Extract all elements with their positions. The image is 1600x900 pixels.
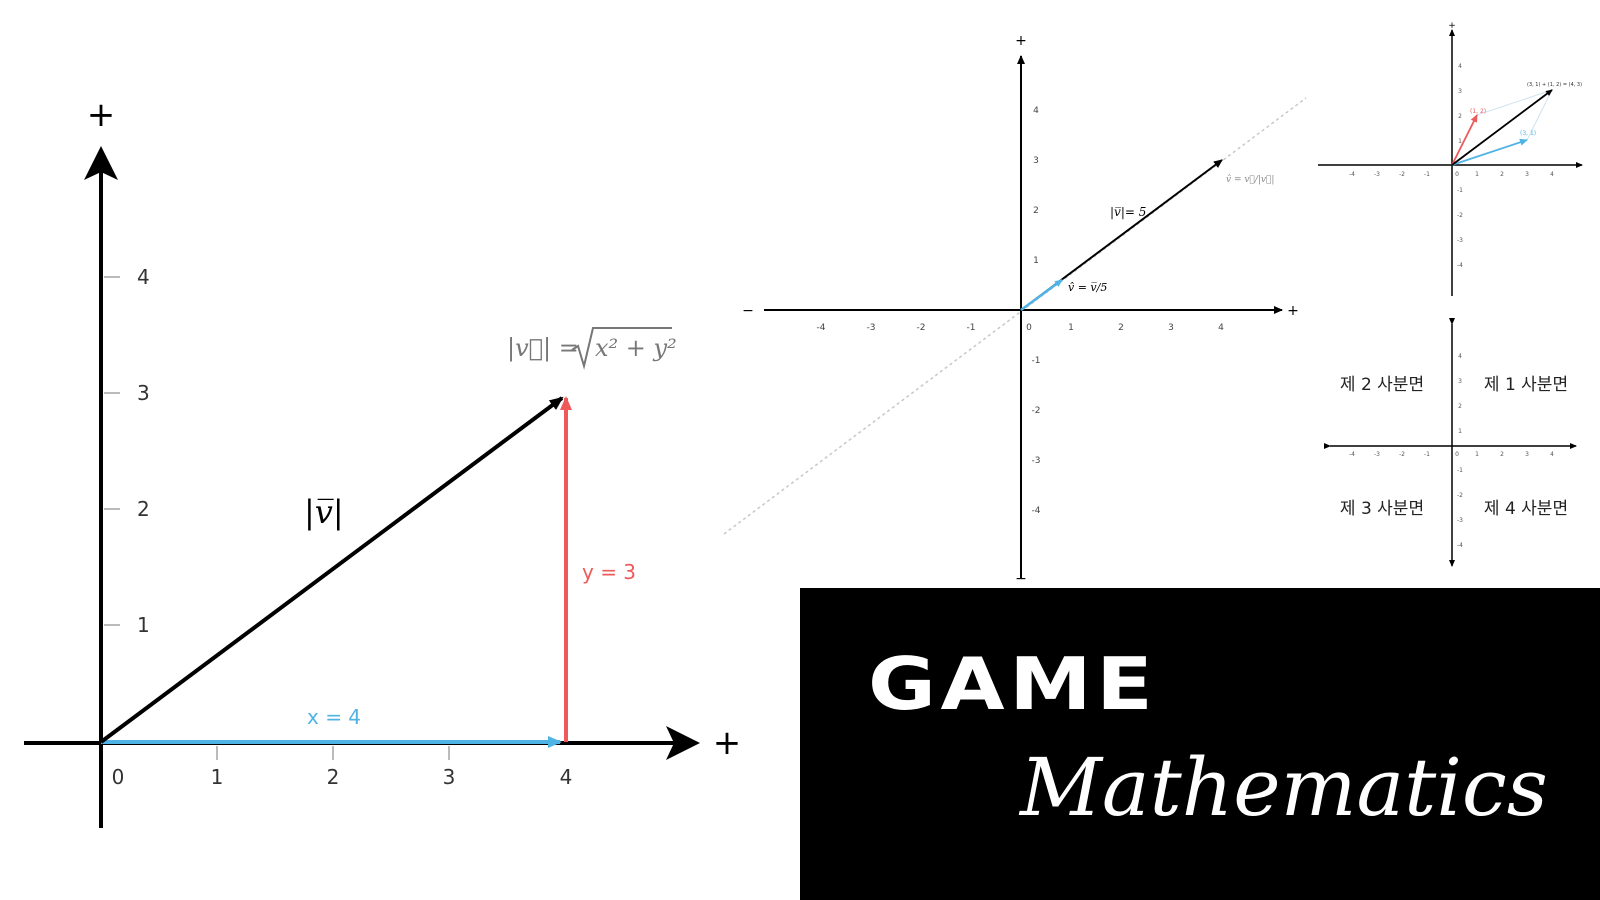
main-plus-x: + <box>713 723 742 763</box>
add-x-tick-label: -3 <box>1374 171 1380 178</box>
unit-x-tick-label: 3 <box>1168 323 1174 333</box>
add-y-tick-label: 3 <box>1458 88 1462 95</box>
magnitude-label: |v̅| <box>304 493 344 531</box>
quadrant-4-label: 제 4 사분면 <box>1484 499 1568 519</box>
quad-x-tick-label: -1 <box>1424 451 1430 458</box>
unit-y-tick-label: 3 <box>1033 156 1039 166</box>
formula-radical-sign <box>571 327 672 370</box>
sum-vector-label: (3, 1) + (1, 2) = (4, 3) <box>1527 82 1582 88</box>
quad-y-tick-label: 3 <box>1458 378 1462 385</box>
sum-vector <box>1451 89 1553 166</box>
quad-y-tick-label: -1 <box>1457 467 1463 474</box>
add-x-tick-label: -1 <box>1424 171 1430 178</box>
unit-x-tick-label: -4 <box>817 323 826 333</box>
add-y-tick-label: -2 <box>1457 212 1463 219</box>
unit-y-tick-label: 2 <box>1033 206 1039 216</box>
quad-x-tick-label: 4 <box>1550 451 1554 458</box>
unit-eq-label: v̂ = v̅/5 <box>1068 281 1107 294</box>
quad-y-tick-label: -3 <box>1457 517 1463 524</box>
unit-x-tick-label: -2 <box>917 323 926 333</box>
quad-x-tick-label: -3 <box>1374 451 1380 458</box>
add-x-tick-label: 2 <box>1500 171 1504 178</box>
main-y-tick-label: 2 <box>137 497 150 521</box>
title-mathematics: Mathematics <box>1020 741 1548 834</box>
main-x-tick-label: 3 <box>443 765 456 789</box>
normalize-eq-label: v̂ = v⃗/|v⃗| <box>1226 174 1274 185</box>
main-x-tick-label: 4 <box>560 765 573 789</box>
quad-x-tick-label: -2 <box>1399 451 1405 458</box>
quadrant-2-label: 제 2 사분면 <box>1340 375 1424 395</box>
quad-y-tick-label: 4 <box>1458 353 1462 360</box>
unit-x-tick-label: -3 <box>867 323 876 333</box>
add-y-tick-label: -4 <box>1457 262 1463 269</box>
blue-vector-label: (3, 1) <box>1520 130 1536 137</box>
quad-x-tick-label: 1 <box>1475 451 1479 458</box>
v-magnitude-label: |v̅|= 5 <box>1110 205 1146 219</box>
add-x-tick-label: -2 <box>1399 171 1405 178</box>
main-y-tick-label: 3 <box>137 381 150 405</box>
unit-y-tick-label: 4 <box>1033 106 1039 116</box>
unit-y-tick-label: -1 <box>1032 356 1041 366</box>
formula-lhs: |v⃗| = <box>507 334 579 363</box>
y-component-label: y = 3 <box>582 560 636 584</box>
panel-vector-addition: + -4 -3 -2 -1 0 1 2 3 4 4 3 2 1 -1 -2 -3… <box>1318 21 1583 296</box>
blue-vector <box>1451 138 1528 166</box>
main-x-tick-label: 0 <box>112 765 125 789</box>
quad-x-tick-label: 0 <box>1455 451 1459 458</box>
formula-radicand: x² + y² <box>595 334 677 362</box>
quad-x-tick-label: 2 <box>1500 451 1504 458</box>
add-x-tick-label: 3 <box>1525 171 1529 178</box>
unit-minus-bottom: − <box>1015 571 1027 587</box>
unit-plus-top: + <box>1015 33 1027 49</box>
unit-y-tick-label: -3 <box>1032 456 1041 466</box>
title-game: GAME <box>868 642 1158 726</box>
quadrant-3-label: 제 3 사분면 <box>1340 499 1424 519</box>
panel-quadrants: -4 -3 -2 -1 0 1 2 3 4 4 3 2 1 -1 -2 -3 -… <box>1324 318 1577 567</box>
parallelogram-guides <box>1476 89 1553 141</box>
main-x-arrowhead <box>666 726 700 760</box>
unit-x-tick-label: 1 <box>1068 323 1074 333</box>
panel-main: + + 4 3 2 1 0 1 2 3 4 x = 4 y = 3 |v̅| |… <box>24 95 741 828</box>
add-y-tick-label: -3 <box>1457 237 1463 244</box>
add-x-tick-label: 0 <box>1455 171 1459 178</box>
red-vector <box>1451 114 1478 166</box>
add-x-tick-label: 4 <box>1550 171 1554 178</box>
add-x-tick-label: -4 <box>1349 171 1355 178</box>
quad-x-tick-label: 3 <box>1525 451 1529 458</box>
unit-y-tick-label: -2 <box>1032 406 1041 416</box>
panel-unit-vector: + − − + -4 -3 -2 -1 0 1 2 3 4 1 2 3 4 -1… <box>723 33 1307 587</box>
unit-vector-v-hat <box>1020 278 1063 312</box>
title-block <box>800 588 1600 900</box>
unit-x-tick-label: 0 <box>1026 323 1032 333</box>
quad-y-tick-label: -2 <box>1457 492 1463 499</box>
unit-plus-right: + <box>1287 303 1299 319</box>
unit-x-tick-label: 4 <box>1218 323 1224 333</box>
main-x-tick-label: 2 <box>327 765 340 789</box>
unit-minus-left: − <box>742 303 754 319</box>
add-x-tick-label: 1 <box>1475 171 1479 178</box>
add-y-tick-label: 4 <box>1458 63 1462 70</box>
quad-y-tick-label: 2 <box>1458 403 1462 410</box>
unit-x-tick-label: 2 <box>1118 323 1124 333</box>
add-y-tick-label: -1 <box>1457 187 1463 194</box>
x-component-label: x = 4 <box>307 705 361 729</box>
quad-y-tick-label: -4 <box>1457 542 1463 549</box>
main-y-arrowhead <box>84 146 118 180</box>
unit-x-tick-label: -1 <box>967 323 976 333</box>
add-plus-label: + <box>1448 21 1456 31</box>
unit-y-tick-label: -4 <box>1032 506 1041 516</box>
quad-x-tick-label: -4 <box>1349 451 1355 458</box>
quadrant-1-label: 제 1 사분면 <box>1484 375 1568 395</box>
red-vector-label: (1, 2) <box>1470 108 1486 115</box>
unit-y-tick-label: 1 <box>1033 256 1039 266</box>
main-y-tick-label: 1 <box>137 613 150 637</box>
quad-y-tick-label: 1 <box>1458 428 1462 435</box>
main-y-tick-label: 4 <box>137 265 150 289</box>
main-plus-y: + <box>87 95 116 135</box>
add-y-tick-label: 1 <box>1458 138 1462 145</box>
add-y-tick-label: 2 <box>1458 113 1462 120</box>
magnitude-vector <box>99 396 564 744</box>
main-x-tick-label: 1 <box>211 765 224 789</box>
